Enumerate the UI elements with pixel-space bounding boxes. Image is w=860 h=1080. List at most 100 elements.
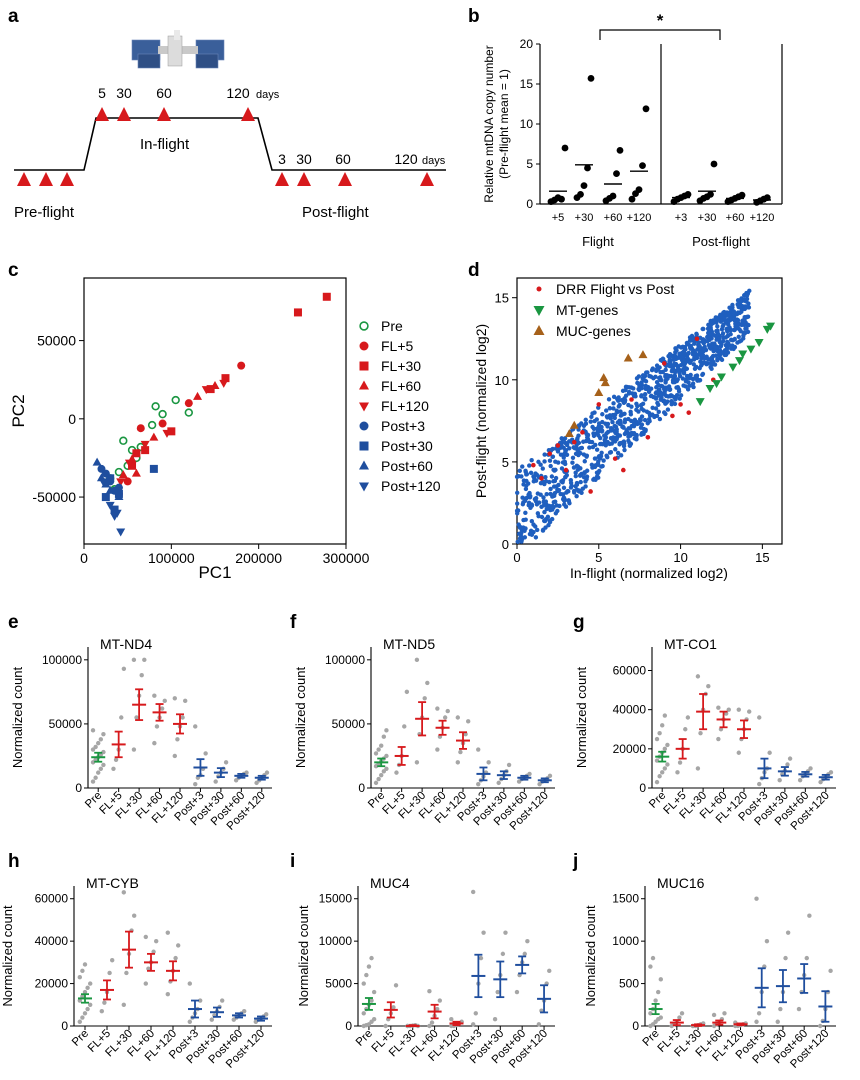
data-point	[93, 775, 98, 780]
data-point	[101, 493, 110, 502]
background-point	[559, 436, 564, 441]
data-point	[594, 387, 604, 396]
legend-label: Post+60	[381, 458, 433, 474]
background-point	[520, 464, 525, 469]
data-point	[110, 505, 119, 514]
data-point	[756, 1011, 762, 1016]
background-point	[737, 339, 742, 344]
background-point	[667, 356, 673, 362]
data-point	[373, 751, 379, 756]
background-point	[672, 401, 678, 407]
background-point	[671, 357, 677, 362]
y-tick-label: 20000	[35, 977, 69, 991]
background-point	[717, 336, 722, 341]
background-point	[553, 459, 558, 464]
inflight-day-label: 5	[98, 85, 106, 101]
data-point	[154, 938, 159, 944]
background-point	[605, 424, 610, 429]
background-point	[570, 455, 576, 460]
x-tick-label: +30	[575, 212, 594, 224]
data-point	[187, 1019, 192, 1024]
data-point	[361, 981, 366, 986]
data-point	[77, 1019, 83, 1024]
background-point	[542, 459, 547, 464]
legend-label: FL+30	[381, 358, 421, 374]
data-point	[785, 762, 790, 767]
data-point	[500, 951, 506, 957]
data-point	[134, 715, 139, 720]
background-point	[604, 431, 609, 436]
background-point	[720, 331, 726, 336]
data-point	[536, 1022, 542, 1027]
background-point	[648, 386, 654, 391]
marker-pre-3	[60, 172, 74, 186]
background-point	[642, 417, 648, 423]
data-point	[571, 439, 577, 445]
y-tick-label: 20000	[613, 742, 647, 756]
group-label: Post-flight	[692, 234, 750, 249]
data-point	[172, 753, 177, 759]
data-point	[213, 779, 218, 784]
data-point	[379, 772, 384, 778]
data-point	[473, 1011, 478, 1016]
background-point	[681, 371, 687, 376]
background-point	[604, 439, 609, 444]
legend-label: Pre	[381, 318, 403, 334]
background-point	[517, 468, 522, 474]
background-point	[570, 460, 575, 465]
background-point	[564, 452, 570, 458]
legend-label: Post+30	[381, 438, 433, 454]
background-point	[563, 440, 568, 446]
data-point	[175, 737, 180, 742]
y-tick-label: 0	[75, 781, 82, 795]
background-point	[639, 393, 644, 398]
data-point	[107, 970, 112, 976]
background-point	[565, 488, 570, 494]
background-point	[723, 320, 728, 325]
background-point	[688, 346, 693, 351]
data-point	[152, 740, 157, 746]
background-point	[670, 378, 676, 383]
background-point	[515, 490, 520, 495]
background-point	[655, 367, 661, 372]
background-point	[532, 497, 538, 502]
data-point	[142, 657, 147, 663]
data-point	[711, 1012, 717, 1018]
background-point	[589, 439, 595, 445]
background-point	[681, 358, 687, 363]
y-axis-label: Normalized count	[583, 905, 598, 1007]
data-point	[496, 780, 501, 786]
background-point	[636, 374, 642, 379]
timeline-panel: 5 30 60 120 3 30 60 120 days days Pre-fl…	[14, 30, 446, 221]
data-point	[193, 391, 203, 400]
data-point	[787, 756, 793, 761]
data-point	[660, 723, 665, 728]
data-point	[206, 385, 215, 394]
background-point	[673, 397, 678, 402]
data-point	[492, 1017, 498, 1022]
background-point	[622, 447, 627, 453]
background-point	[613, 447, 618, 452]
background-point	[669, 398, 674, 404]
data-point	[139, 673, 144, 678]
data-point	[648, 1011, 653, 1016]
data-point	[404, 689, 410, 695]
background-point	[622, 411, 627, 416]
background-point	[618, 453, 624, 458]
data-point	[111, 766, 116, 771]
data-point	[93, 744, 98, 750]
data-point	[143, 934, 148, 940]
background-point	[725, 333, 731, 338]
data-point	[547, 968, 552, 974]
data-point	[486, 760, 491, 765]
data-point	[555, 443, 561, 448]
y-axis-label-2: (Pre-flight mean = 1)	[497, 69, 511, 179]
data-point	[98, 478, 108, 487]
background-point	[704, 360, 709, 366]
background-point	[667, 352, 673, 357]
data-point	[90, 779, 96, 784]
data-point	[210, 380, 220, 389]
data-point	[162, 698, 167, 704]
background-point	[596, 421, 602, 426]
background-point	[539, 514, 545, 520]
